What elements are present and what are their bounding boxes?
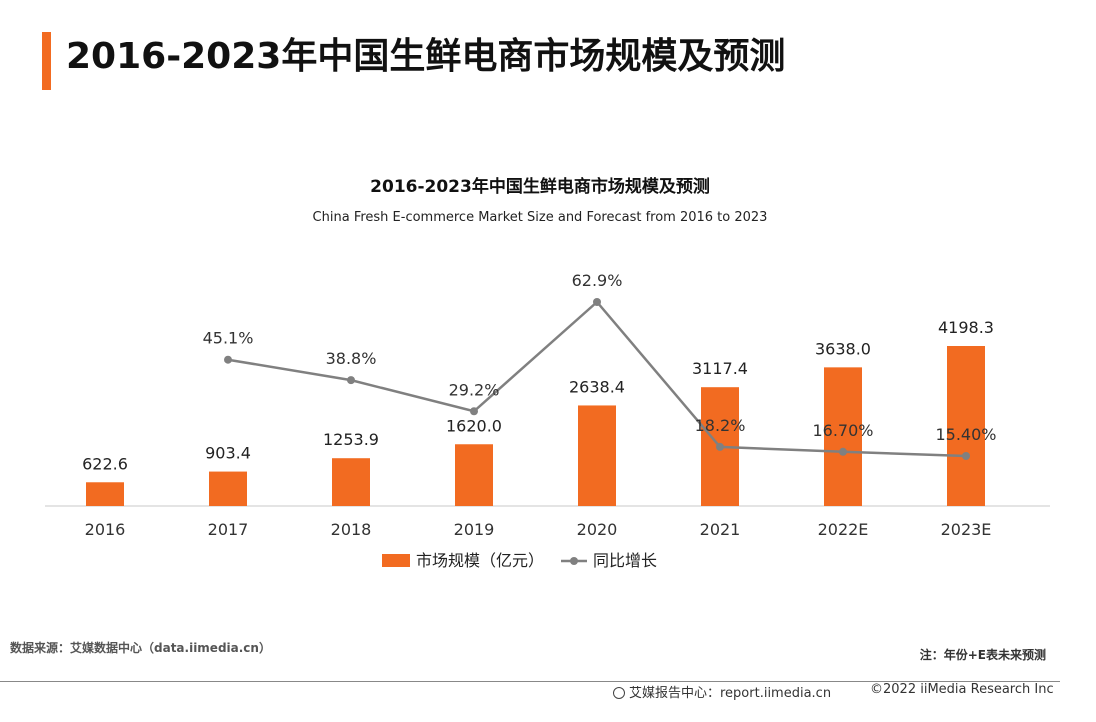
bar-value-label: 1620.0 <box>446 416 502 435</box>
growth-point-2021 <box>716 442 724 451</box>
legend-bar-swatch <box>382 554 410 567</box>
chart-title: 2016-2023年中国生鲜电商市场规模及预测 <box>370 176 710 197</box>
title-accent-bar <box>42 32 51 90</box>
bar-2017 <box>209 471 247 506</box>
bar-2019 <box>455 444 493 506</box>
growth-point-2023E <box>962 452 970 460</box>
growth-value-label: 38.8% <box>326 349 377 368</box>
report-site: 艾媒报告中心：report.iimedia.cn <box>613 682 831 701</box>
growth-point-2022E <box>839 447 847 456</box>
growth-value-label: 45.1% <box>203 329 254 348</box>
bar-value-label: 903.4 <box>205 444 251 463</box>
bar-value-label: 2638.4 <box>569 377 625 396</box>
x-tick-label: 2018 <box>331 520 372 539</box>
source-text: 数据来源：艾媒数据中心（data.iimedia.cn） <box>10 641 271 655</box>
page-title: 2016-2023年中国生鲜电商市场规模及预测 <box>66 36 786 77</box>
x-tick-label: 2020 <box>577 520 618 539</box>
x-tick-label: 2016 <box>85 520 126 539</box>
x-tick-label: 2019 <box>454 520 495 539</box>
bar-value-label: 1253.9 <box>323 430 379 449</box>
growth-point-2020 <box>593 298 601 306</box>
x-tick-label: 2023E <box>941 520 992 539</box>
globe-icon <box>613 687 625 699</box>
growth-value-label: 16.70% <box>812 421 873 440</box>
bar-2018 <box>332 458 370 506</box>
bar-2023E <box>947 346 985 506</box>
x-tick-label: 2022E <box>818 520 869 539</box>
copyright-text: ©2022 iiMedia Research Inc <box>870 682 1054 697</box>
bar-value-label: 622.6 <box>82 454 128 473</box>
bar-value-label: 3638.0 <box>815 339 871 358</box>
growth-value-label: 18.2% <box>695 416 746 435</box>
growth-point-2019 <box>470 407 478 416</box>
growth-point-2017 <box>224 355 232 364</box>
legend-bar-label: 市场规模（亿元） <box>416 551 544 570</box>
growth-value-label: 29.2% <box>449 380 500 399</box>
growth-point-2018 <box>347 376 355 385</box>
report-site-text: 艾媒报告中心：report.iimedia.cn <box>629 686 832 701</box>
growth-value-label: 62.9% <box>572 271 623 290</box>
bar-2020 <box>578 405 616 506</box>
bar-2016 <box>86 482 124 506</box>
legend-line-label: 同比增长 <box>593 551 657 570</box>
growth-value-label: 15.40% <box>935 425 996 444</box>
x-tick-label: 2021 <box>700 520 741 539</box>
bar-value-label: 4198.3 <box>938 318 994 337</box>
footer-divider <box>0 681 1060 682</box>
note-text: 注：年份+E表未来预测 <box>919 648 1046 662</box>
bar-value-label: 3117.4 <box>692 359 748 378</box>
chart: 2016-2023年中国生鲜电商市场规模及预测 China Fresh E-co… <box>45 176 1050 570</box>
chart-subtitle: China Fresh E-commerce Market Size and F… <box>313 210 768 225</box>
legend-line-marker <box>570 557 578 565</box>
bar-2022E <box>824 367 862 506</box>
x-tick-label: 2017 <box>208 520 249 539</box>
